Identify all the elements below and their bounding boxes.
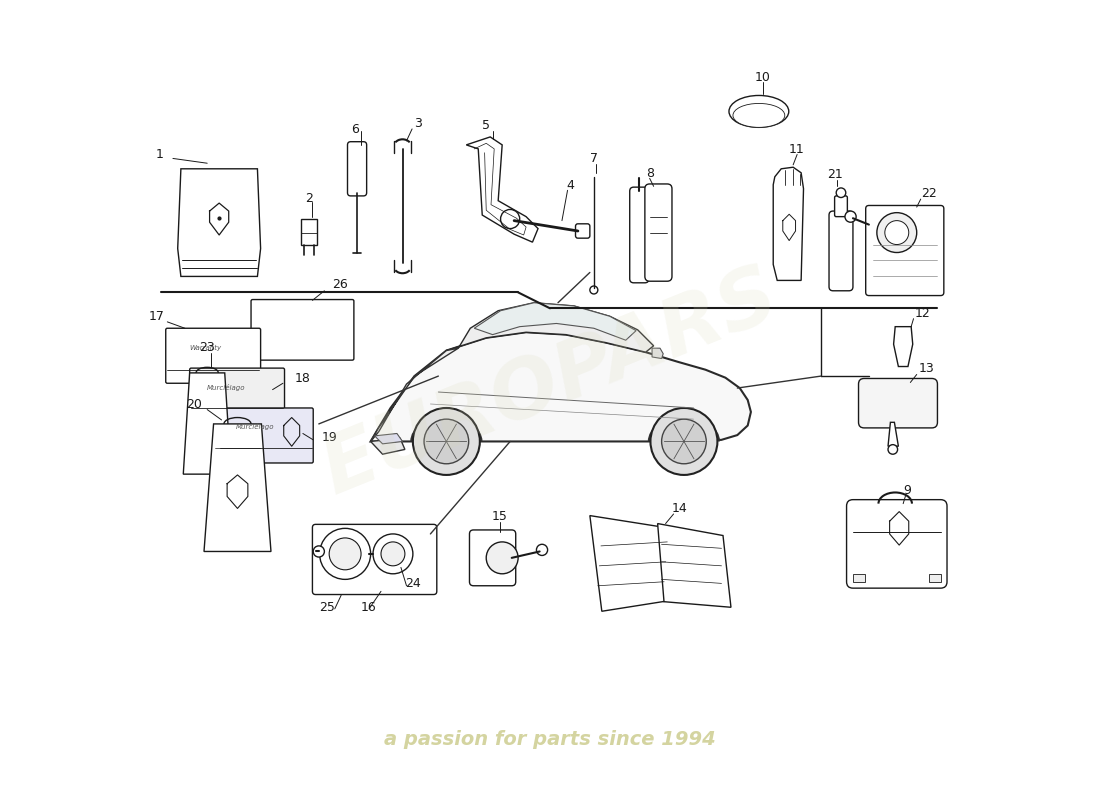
Polygon shape: [375, 434, 403, 444]
Polygon shape: [652, 348, 663, 358]
Circle shape: [537, 544, 548, 555]
FancyBboxPatch shape: [847, 500, 947, 588]
Text: 5: 5: [482, 119, 491, 132]
Text: 20: 20: [186, 398, 201, 411]
Polygon shape: [466, 137, 538, 242]
Circle shape: [373, 534, 412, 574]
Polygon shape: [204, 424, 271, 551]
Circle shape: [486, 542, 518, 574]
FancyBboxPatch shape: [858, 378, 937, 428]
Polygon shape: [371, 348, 459, 442]
FancyBboxPatch shape: [470, 530, 516, 586]
Polygon shape: [893, 326, 913, 366]
Polygon shape: [590, 515, 678, 611]
Text: 24: 24: [405, 578, 420, 590]
Polygon shape: [773, 167, 803, 281]
Text: 1: 1: [155, 149, 163, 162]
Circle shape: [661, 419, 706, 464]
Text: 19: 19: [321, 431, 337, 445]
Polygon shape: [371, 438, 405, 454]
Text: 4: 4: [565, 178, 574, 192]
Text: EUROPARS: EUROPARS: [310, 257, 790, 511]
FancyBboxPatch shape: [251, 299, 354, 360]
Text: 9: 9: [903, 484, 911, 497]
Polygon shape: [447, 302, 653, 352]
Text: 22: 22: [921, 186, 936, 200]
Circle shape: [836, 188, 846, 198]
Circle shape: [500, 210, 519, 229]
Bar: [301, 219, 317, 245]
FancyBboxPatch shape: [348, 142, 366, 196]
Text: 6: 6: [351, 123, 359, 136]
Text: 13: 13: [918, 362, 934, 375]
Circle shape: [888, 445, 898, 454]
Circle shape: [329, 538, 361, 570]
Text: 14: 14: [672, 502, 688, 514]
Text: 2: 2: [306, 192, 313, 206]
Polygon shape: [184, 373, 231, 474]
Text: 25: 25: [319, 602, 334, 614]
FancyBboxPatch shape: [829, 211, 852, 290]
Text: 15: 15: [492, 510, 508, 522]
Circle shape: [424, 419, 469, 464]
FancyBboxPatch shape: [866, 206, 944, 295]
FancyBboxPatch shape: [645, 184, 672, 282]
Text: 21: 21: [826, 168, 843, 182]
Text: a passion for parts since 1994: a passion for parts since 1994: [384, 730, 716, 749]
FancyBboxPatch shape: [219, 408, 314, 463]
Text: 3: 3: [415, 118, 422, 130]
Circle shape: [877, 213, 916, 253]
Polygon shape: [888, 422, 899, 446]
Circle shape: [650, 408, 717, 475]
Text: Murciélago: Murciélago: [207, 384, 245, 390]
FancyBboxPatch shape: [629, 187, 649, 283]
Text: 7: 7: [590, 153, 598, 166]
Circle shape: [412, 408, 480, 475]
FancyBboxPatch shape: [312, 524, 437, 594]
Text: Murciélago: Murciélago: [235, 423, 274, 430]
Circle shape: [884, 221, 909, 245]
Text: 16: 16: [361, 602, 377, 614]
Text: 26: 26: [332, 278, 348, 291]
Text: Warranty: Warranty: [189, 345, 221, 350]
FancyBboxPatch shape: [835, 196, 847, 217]
Text: 11: 11: [789, 143, 805, 156]
FancyBboxPatch shape: [166, 328, 261, 383]
Text: 18: 18: [295, 372, 311, 385]
Text: 8: 8: [646, 166, 653, 180]
Circle shape: [590, 286, 597, 294]
Text: 17: 17: [148, 310, 165, 323]
FancyBboxPatch shape: [189, 368, 285, 423]
Text: 23: 23: [199, 341, 214, 354]
Circle shape: [314, 546, 324, 557]
Ellipse shape: [729, 95, 789, 127]
Polygon shape: [658, 523, 732, 607]
Bar: [852, 574, 865, 582]
Polygon shape: [474, 302, 636, 340]
Polygon shape: [371, 332, 751, 442]
FancyBboxPatch shape: [575, 224, 590, 238]
Polygon shape: [178, 169, 261, 277]
Circle shape: [845, 211, 856, 222]
Circle shape: [320, 528, 371, 579]
Bar: [928, 574, 940, 582]
Ellipse shape: [733, 103, 784, 127]
Text: 10: 10: [755, 71, 771, 84]
Text: 12: 12: [915, 307, 931, 320]
Circle shape: [381, 542, 405, 566]
